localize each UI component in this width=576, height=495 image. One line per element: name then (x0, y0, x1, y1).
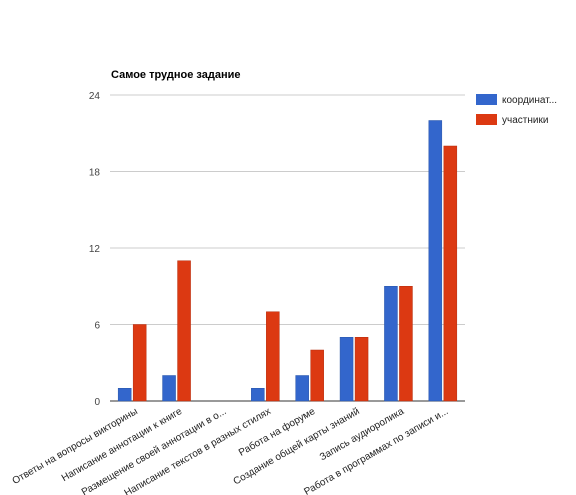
y-tick-label: 18 (89, 168, 101, 179)
legend-label: координат... (502, 95, 557, 106)
bar-participants (354, 337, 369, 402)
bar-coordinators (384, 286, 398, 402)
bar-participants (399, 286, 413, 402)
bar-participants (443, 145, 458, 402)
bar-coordinators (295, 375, 309, 402)
y-tick-label: 24 (89, 91, 101, 102)
y-tick-label: 12 (89, 244, 101, 255)
legend-swatch (476, 94, 497, 105)
bar-participants (132, 324, 147, 402)
bar-participants (266, 311, 280, 402)
bars (117, 120, 458, 402)
bar-participants (177, 260, 191, 402)
y-axis-ticks: 0 6 12 18 24 (89, 91, 101, 408)
y-tick-label: 0 (94, 397, 100, 408)
bar-coordinators (162, 375, 176, 402)
bar-coordinators (251, 388, 265, 402)
legend-label: участники (502, 115, 548, 126)
bar-coordinators (428, 120, 443, 402)
chart-title: Самое трудное задание (111, 69, 240, 81)
bar-coordinators (339, 337, 354, 402)
bar-participants (310, 349, 324, 402)
bar-coordinators (117, 388, 132, 402)
legend-swatch (476, 114, 497, 125)
legend: координат... участники (476, 94, 557, 126)
y-tick-label: 6 (94, 321, 100, 332)
